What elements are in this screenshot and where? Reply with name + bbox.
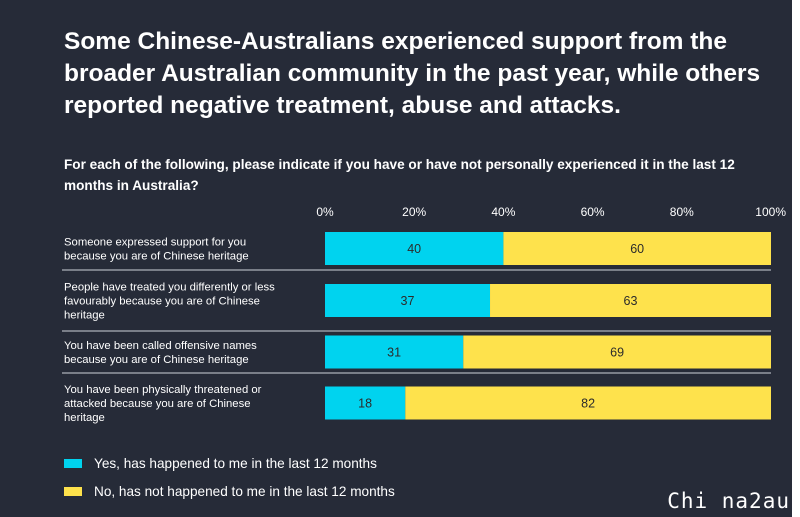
chart-title: Some Chinese-Australians experienced sup… xyxy=(64,28,761,119)
legend-swatch-yes xyxy=(64,458,82,468)
bar-no xyxy=(490,284,771,317)
x-tick-label: 100% xyxy=(755,205,786,219)
legend-label-yes: Yes, has happened to me in the last 12 m… xyxy=(94,455,377,471)
bar-yes xyxy=(325,335,464,369)
category-label: because you are of Chinese heritage xyxy=(64,354,249,366)
survey-question: For each of the following, please indica… xyxy=(64,157,735,193)
category-label: attacked because you are of Chinese xyxy=(64,398,251,410)
category-label: You have been called offensive names xyxy=(64,340,257,352)
category-label: Someone expressed support for you xyxy=(64,237,246,249)
data-label: 63 xyxy=(624,294,638,308)
category-label: heritage xyxy=(64,310,105,322)
bar-yes xyxy=(325,284,491,317)
category-label: People have treated you differently or l… xyxy=(64,282,275,294)
x-tick-label: 40% xyxy=(491,205,515,219)
category-label: heritage xyxy=(64,412,105,424)
legend: Yes, has happened to me in the last 12 m… xyxy=(64,449,395,505)
data-label: 40 xyxy=(407,242,421,256)
category-label: You have been physically threatened or xyxy=(64,384,262,396)
legend-swatch-no xyxy=(64,486,82,496)
legend-item-yes: Yes, has happened to me in the last 12 m… xyxy=(64,449,395,477)
x-tick-label: 80% xyxy=(670,205,694,219)
data-label: 37 xyxy=(401,294,415,308)
category-label: favourably because you are of Chinese xyxy=(64,296,260,308)
bar-yes xyxy=(325,232,504,265)
bar-yes xyxy=(325,386,406,420)
category-label: because you are of Chinese heritage xyxy=(64,251,249,263)
bar-no xyxy=(503,232,771,265)
x-tick-label: 20% xyxy=(402,205,426,219)
data-label: 60 xyxy=(630,242,644,256)
bar-no xyxy=(405,386,771,420)
legend-label-no: No, has not happened to me in the last 1… xyxy=(94,483,395,499)
watermark: Chi na2au xyxy=(667,489,790,513)
data-label: 82 xyxy=(581,397,595,411)
right-edge-strip xyxy=(792,0,800,517)
x-tick-label: 60% xyxy=(581,205,605,219)
data-label: 69 xyxy=(610,346,624,360)
x-tick-label: 0% xyxy=(316,205,334,219)
data-label: 31 xyxy=(387,346,401,360)
bar-no xyxy=(463,335,771,369)
data-label: 18 xyxy=(358,397,372,411)
legend-item-no: No, has not happened to me in the last 1… xyxy=(64,477,395,505)
